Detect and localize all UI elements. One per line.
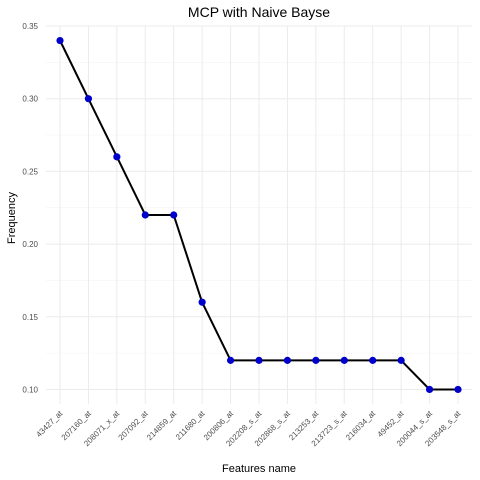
y-axis-ticks: 0.10 0.15 0.20 0.25 0.30 0.35 [22, 22, 38, 394]
data-point [84, 95, 93, 103]
data-point [425, 385, 434, 394]
data-point [170, 211, 178, 219]
x-axis-ticks: 43427_at207160_at208071_x_at207092_at214… [34, 409, 463, 449]
data-point [312, 356, 320, 364]
data-points [56, 36, 462, 394]
y-tick-label: 0.35 [22, 22, 38, 31]
chart-title: MCP with Naive Bayse [188, 4, 330, 20]
grid [46, 25, 472, 404]
data-point [283, 356, 292, 364]
data-point [198, 298, 206, 306]
x-tick-label: 214859_at [145, 409, 179, 443]
data-point [141, 211, 149, 219]
data-point [113, 153, 121, 161]
data-point [56, 36, 64, 45]
y-tick-label: 0.10 [22, 385, 38, 394]
data-point [226, 356, 235, 364]
data-point [340, 356, 348, 364]
y-tick-label: 0.20 [22, 240, 38, 249]
data-point [397, 356, 405, 364]
data-point [454, 385, 462, 394]
y-axis-title: Frequency [6, 192, 18, 244]
x-axis-title: Features name [222, 463, 296, 475]
y-tick-label: 0.30 [22, 95, 38, 104]
x-tick-label: 216034_at [344, 409, 378, 443]
y-tick-label: 0.25 [22, 167, 38, 176]
data-point [255, 356, 263, 364]
y-tick-label: 0.15 [22, 313, 38, 322]
data-point [369, 356, 377, 364]
